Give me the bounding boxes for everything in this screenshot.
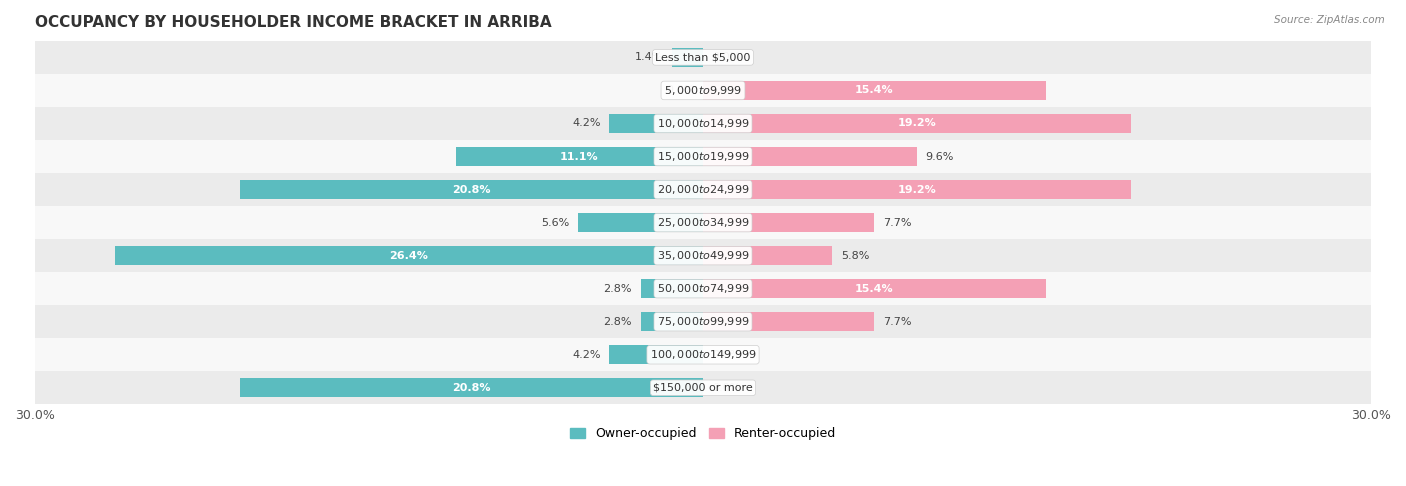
Bar — [240, 378, 703, 398]
Legend: Owner-occupied, Renter-occupied: Owner-occupied, Renter-occupied — [565, 422, 841, 445]
Text: 2.8%: 2.8% — [603, 317, 631, 327]
Text: $35,000 to $49,999: $35,000 to $49,999 — [657, 249, 749, 262]
Text: $150,000 or more: $150,000 or more — [654, 383, 752, 393]
Bar — [672, 48, 703, 67]
Text: 19.2%: 19.2% — [897, 119, 936, 128]
Text: 2.8%: 2.8% — [603, 284, 631, 294]
Bar — [609, 345, 703, 364]
Text: 7.7%: 7.7% — [883, 218, 912, 227]
Bar — [35, 206, 1371, 239]
Bar — [35, 140, 1371, 173]
Text: 0.0%: 0.0% — [666, 86, 695, 95]
Text: Less than $5,000: Less than $5,000 — [655, 52, 751, 62]
Text: $50,000 to $74,999: $50,000 to $74,999 — [657, 282, 749, 295]
Text: 15.4%: 15.4% — [855, 86, 894, 95]
Text: 1.4%: 1.4% — [634, 52, 662, 62]
Bar — [703, 180, 1130, 199]
Text: $5,000 to $9,999: $5,000 to $9,999 — [664, 84, 742, 97]
Text: Source: ZipAtlas.com: Source: ZipAtlas.com — [1274, 15, 1385, 25]
Text: 0.0%: 0.0% — [711, 383, 740, 393]
Text: 0.0%: 0.0% — [711, 52, 740, 62]
Bar — [35, 338, 1371, 371]
Bar — [35, 305, 1371, 338]
Text: 19.2%: 19.2% — [897, 185, 936, 194]
Bar — [703, 312, 875, 331]
Text: 15.4%: 15.4% — [855, 284, 894, 294]
Bar — [35, 173, 1371, 206]
Text: 20.8%: 20.8% — [453, 383, 491, 393]
Bar — [703, 213, 875, 232]
Bar — [703, 81, 1046, 100]
Text: 4.2%: 4.2% — [572, 119, 600, 128]
Bar — [35, 272, 1371, 305]
Text: 9.6%: 9.6% — [925, 152, 955, 161]
Bar — [456, 147, 703, 166]
Bar — [578, 213, 703, 232]
Bar — [35, 107, 1371, 140]
Text: 5.8%: 5.8% — [841, 251, 869, 260]
Bar — [240, 180, 703, 199]
Bar — [703, 246, 832, 265]
Bar — [703, 279, 1046, 298]
Text: 7.7%: 7.7% — [883, 317, 912, 327]
Text: 11.1%: 11.1% — [560, 152, 599, 161]
Text: $100,000 to $149,999: $100,000 to $149,999 — [650, 348, 756, 361]
Bar — [35, 239, 1371, 272]
Text: $20,000 to $24,999: $20,000 to $24,999 — [657, 183, 749, 196]
Bar — [35, 74, 1371, 107]
Text: $25,000 to $34,999: $25,000 to $34,999 — [657, 216, 749, 229]
Text: OCCUPANCY BY HOUSEHOLDER INCOME BRACKET IN ARRIBA: OCCUPANCY BY HOUSEHOLDER INCOME BRACKET … — [35, 15, 551, 30]
Bar — [35, 41, 1371, 74]
Text: $15,000 to $19,999: $15,000 to $19,999 — [657, 150, 749, 163]
Text: 4.2%: 4.2% — [572, 350, 600, 360]
Bar — [703, 147, 917, 166]
Bar — [609, 114, 703, 133]
Text: 5.6%: 5.6% — [541, 218, 569, 227]
Text: $75,000 to $99,999: $75,000 to $99,999 — [657, 315, 749, 328]
Bar — [641, 312, 703, 331]
Bar — [115, 246, 703, 265]
Text: 20.8%: 20.8% — [453, 185, 491, 194]
Text: $10,000 to $14,999: $10,000 to $14,999 — [657, 117, 749, 130]
Text: 0.0%: 0.0% — [711, 350, 740, 360]
Bar — [703, 114, 1130, 133]
Bar — [641, 279, 703, 298]
Bar — [35, 371, 1371, 404]
Text: 26.4%: 26.4% — [389, 251, 429, 260]
